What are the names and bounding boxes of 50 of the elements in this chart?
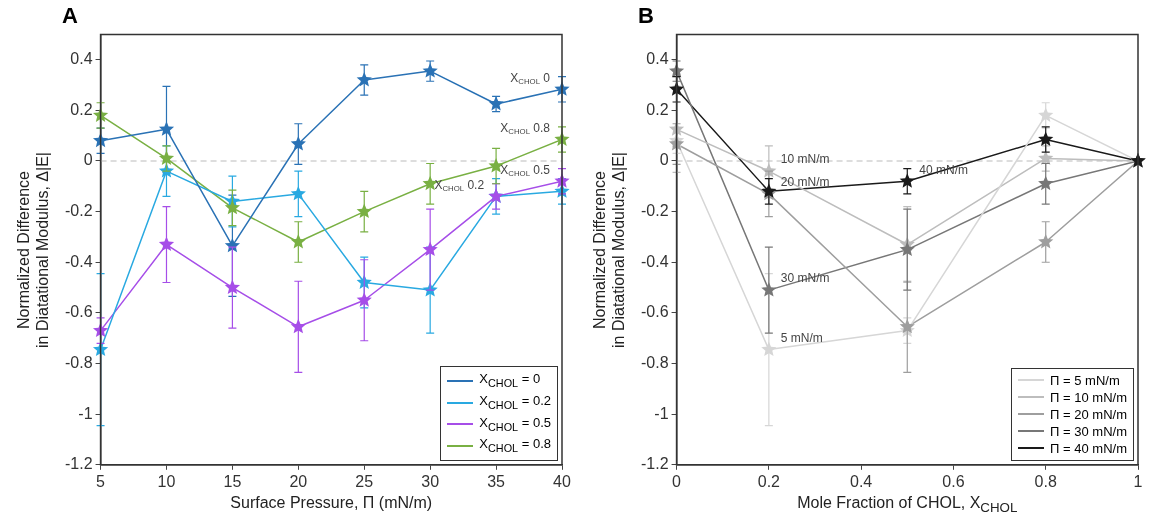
x-tick-label: 30 — [421, 472, 440, 490]
legend-label: Π = 5 mN/m — [1050, 371, 1120, 389]
y-tick-label: -0.8 — [640, 353, 669, 371]
y-tick-label: 0.2 — [646, 100, 669, 118]
x-axis-title: Mole Fraction of CHOL, X$_{CHOL}$ — [796, 492, 1019, 517]
legend-label: X$_{CHOL}$ = 0 — [479, 370, 541, 392]
x-axis-title: Surface Pressure, Π (mN/m) — [229, 492, 434, 512]
y-tick-label: 0.2 — [70, 100, 93, 118]
x-tick-label: 0.4 — [850, 472, 873, 490]
x-tick-label: 40 — [553, 472, 571, 490]
x-tick-label: 25 — [355, 472, 374, 490]
y-tick-label: -1.2 — [640, 455, 669, 473]
x-tick-label: 0.2 — [757, 472, 781, 490]
legend-label: Π = 20 mN/m — [1050, 405, 1127, 423]
x-tick-label: 10 — [157, 472, 176, 490]
legend-label: Π = 10 mN/m — [1050, 388, 1127, 406]
annotation: 10 mN/m — [780, 152, 830, 167]
y-axis-title: Normalized Difference in Diatational Modulus, Δ|E| — [14, 150, 52, 350]
x-tick-label: 35 — [487, 472, 506, 490]
y-tick-label: -0.6 — [64, 303, 93, 321]
legend-label: Π = 30 mN/m — [1050, 422, 1127, 440]
x-tick-label: 15 — [223, 472, 242, 490]
y-tick-label: -1 — [654, 404, 669, 422]
legend-label: Π = 40 mN/m — [1050, 439, 1127, 457]
y-tick-label: -0.8 — [64, 353, 93, 371]
y-axis-title: Normalized Difference in Diatational Modulus, Δ|E| — [590, 150, 628, 350]
y-tick-label: -0.6 — [640, 303, 669, 321]
legend-label: X$_{CHOL}$ = 0.2 — [479, 392, 551, 413]
y-tick-label: -0.4 — [640, 252, 669, 270]
x-tick-label: 0 — [672, 472, 682, 490]
y-tick-label: 0.4 — [70, 50, 93, 68]
chart-title: A — [62, 3, 78, 29]
chart-title: B — [638, 3, 654, 29]
annotation: 20 mN/m — [780, 175, 830, 190]
y-tick-label: -0.2 — [64, 202, 93, 220]
y-tick-label: -0.4 — [64, 252, 93, 270]
y-tick-label: -0.2 — [640, 202, 669, 220]
x-tick-label: 1 — [1133, 472, 1143, 490]
y-tick-label: 0 — [83, 151, 93, 169]
x-tick-label: 5 — [96, 472, 106, 490]
y-tick-label: -1 — [78, 404, 93, 422]
legend-label: X$_{CHOL}$ = 0.8 — [479, 435, 551, 456]
annotation: 5 mN/m — [780, 330, 823, 345]
x-tick-label: 0.6 — [942, 472, 965, 490]
x-tick-label: 0.8 — [1034, 472, 1057, 490]
x-tick-label: 20 — [289, 472, 308, 490]
y-tick-label: 0.4 — [646, 50, 669, 68]
legend-label: X$_{CHOL}$ = 0.5 — [479, 413, 551, 435]
y-tick-label: 0 — [659, 151, 669, 169]
y-tick-label: -1.2 — [64, 455, 93, 473]
